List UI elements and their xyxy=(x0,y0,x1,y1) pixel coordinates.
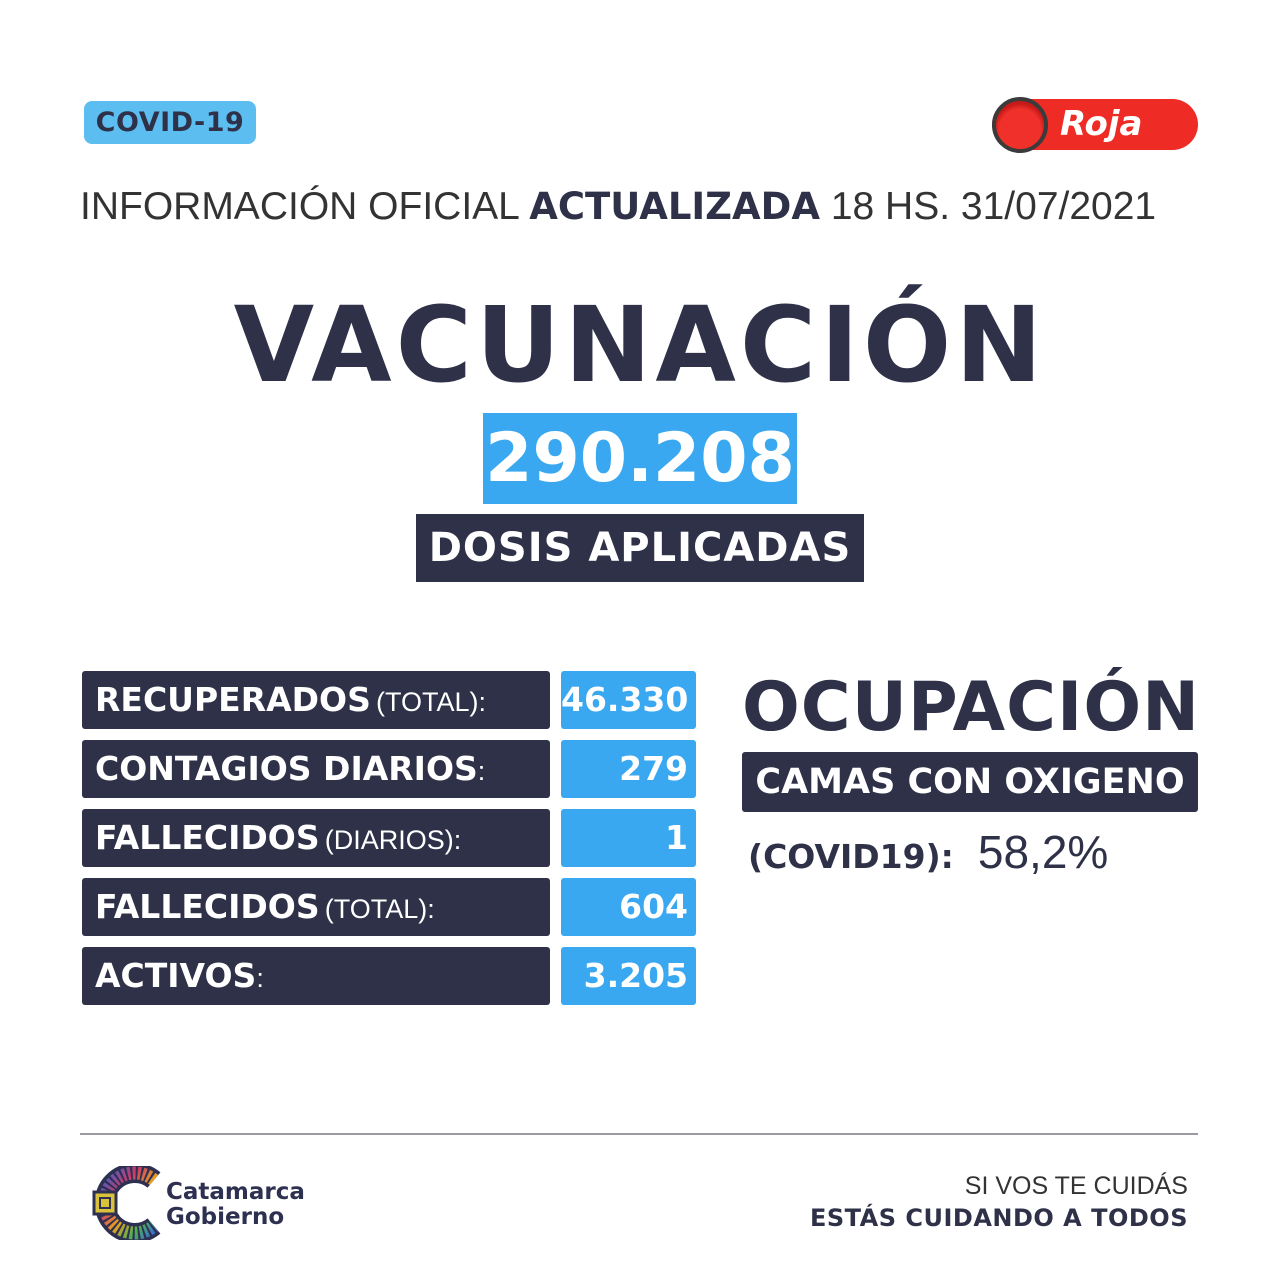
stat-row-contagios-diarios: CONTAGIOS DIARIOS: 279 xyxy=(82,740,696,798)
update-info: INFORMACIÓN OFICIAL ACTUALIZADA 18 HS. 3… xyxy=(80,180,1190,234)
stat-row-fallecidos-diarios: FALLECIDOS (DIARIOS): 1 xyxy=(82,809,696,867)
stat-label: FALLECIDOS (TOTAL): xyxy=(82,878,550,936)
catamarca-c-icon xyxy=(92,1163,161,1243)
stat-label: CONTAGIOS DIARIOS: xyxy=(82,740,550,798)
info-bold: ACTUALIZADA xyxy=(529,185,820,228)
ocupacion-title: OCUPACIÓN xyxy=(742,668,1201,747)
stat-value: 46.330 xyxy=(561,671,696,729)
info-datetime: 18 HS. 31/07/2021 xyxy=(830,185,1157,228)
stat-value: 3.205 xyxy=(561,947,696,1005)
stat-value: 1 xyxy=(561,809,696,867)
stat-row-activos: ACTIVOS: 3.205 xyxy=(82,947,696,1005)
vacunacion-title: VACUNACIÓN xyxy=(233,284,1047,406)
info-prefix: INFORMACIÓN OFICIAL xyxy=(80,185,519,228)
covid-badge: COVID-19 xyxy=(84,101,256,144)
logo-line1: Catamarca xyxy=(166,1179,305,1205)
doses-value: 290.208 xyxy=(483,413,797,504)
tagline-line2: ESTÁS CUIDANDO A TODOS xyxy=(809,1204,1188,1232)
logo-line2: Gobierno xyxy=(166,1204,285,1230)
ocupacion-subtitle: CAMAS CON OXIGENO xyxy=(742,752,1198,812)
catamarca-logo-text: Catamarca Gobierno xyxy=(166,1180,305,1230)
alert-level-label: Roja xyxy=(1060,104,1143,144)
footer-tagline: SI VOS TE CUIDÁS ESTÁS CUIDANDO A TODOS xyxy=(810,1170,1188,1234)
ocupacion-value: 58,2% xyxy=(977,826,1109,878)
red-light-icon xyxy=(992,97,1048,153)
stat-value: 279 xyxy=(561,740,696,798)
catamarca-logo xyxy=(88,1163,308,1243)
stat-label: RECUPERADOS (TOTAL): xyxy=(82,671,550,729)
stat-row-fallecidos-total: FALLECIDOS (TOTAL): 604 xyxy=(82,878,696,936)
ocupacion-label: (COVID19): xyxy=(748,837,954,876)
doses-label: DOSIS APLICADAS xyxy=(416,514,864,582)
footer-divider xyxy=(80,1133,1198,1135)
alert-level-badge: Roja xyxy=(992,97,1198,153)
ocupacion-value-line: (COVID19): 58,2% xyxy=(748,822,1108,893)
stat-value: 604 xyxy=(561,878,696,936)
stat-label: FALLECIDOS (DIARIOS): xyxy=(82,809,550,867)
stat-label: ACTIVOS: xyxy=(82,947,550,1005)
tagline-line1: SI VOS TE CUIDÁS xyxy=(964,1172,1188,1200)
stat-row-recuperados: RECUPERADOS (TOTAL): 46.330 xyxy=(82,671,696,729)
